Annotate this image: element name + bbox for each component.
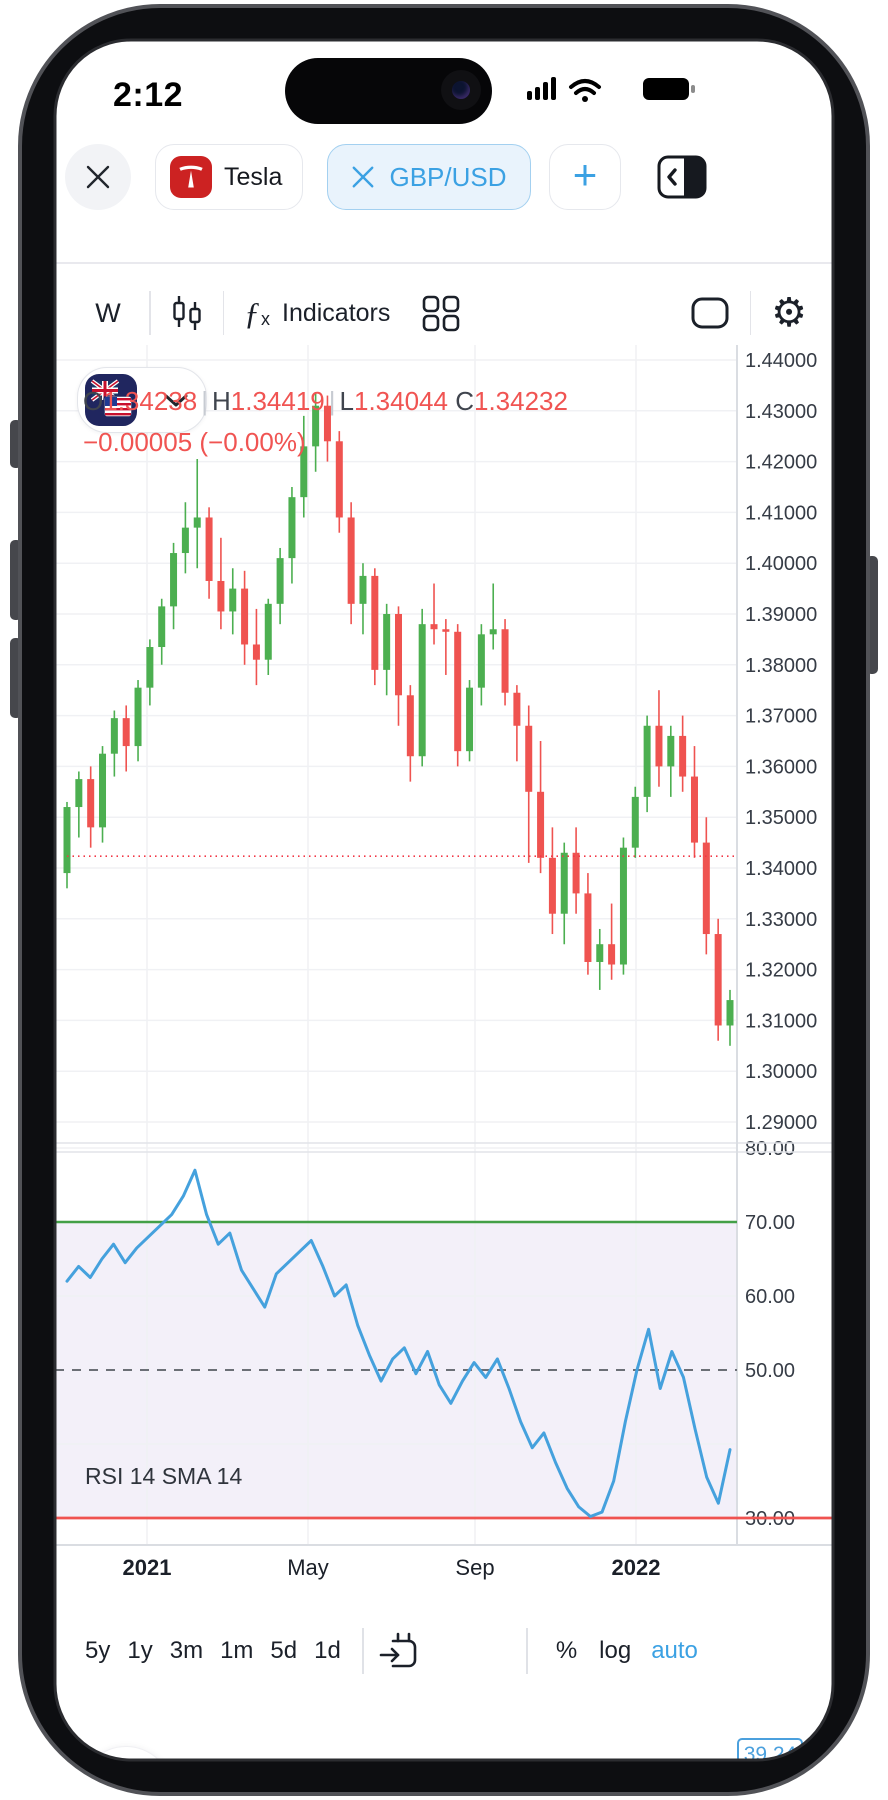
layout-templates-button[interactable] xyxy=(420,292,462,334)
rsi-indicator-label[interactable]: RSI 14 SMA 14 xyxy=(85,1463,243,1489)
date-axis-label: Sep xyxy=(455,1555,494,1580)
percent-scale-button[interactable]: % xyxy=(555,1637,578,1664)
divider xyxy=(525,1628,528,1674)
volume-down-button xyxy=(10,638,22,718)
rsi-axis-label: 80.00 xyxy=(745,1138,795,1160)
log-scale-button[interactable]: log xyxy=(599,1637,632,1664)
price-axis-label: 1.40000 xyxy=(745,553,817,575)
range-button-1m[interactable]: 1m xyxy=(220,1637,254,1664)
ohlc-legend: O1.34238 | H1.34419 | L1.34044 C1.34232 −0.0… xyxy=(83,386,568,457)
go-to-date-button[interactable] xyxy=(378,1631,422,1671)
date-axis-label: 2021 xyxy=(123,1555,172,1580)
high-label: H xyxy=(211,386,231,416)
signal-strength-icon xyxy=(527,77,556,100)
tab-gbpusd-active[interactable]: GBP/USD xyxy=(327,144,531,210)
close-value: 1.34232 xyxy=(473,386,568,416)
fx-icon: ƒ xyxy=(244,294,260,331)
snapshot-button[interactable] xyxy=(690,296,730,330)
price-axis-label: 1.39000 xyxy=(745,604,817,626)
price-axis-label: 1.41000 xyxy=(745,502,817,524)
status-icons xyxy=(527,77,695,102)
low-label: L xyxy=(339,386,354,416)
status-time: 2:12 xyxy=(113,76,184,114)
candlestick-style-button[interactable] xyxy=(171,294,203,332)
rsi-value-badge: 39.24 xyxy=(737,1738,803,1760)
price-axis-label: 1.43000 xyxy=(745,401,817,423)
divider xyxy=(222,291,224,335)
divider xyxy=(749,291,752,335)
range-button-1d[interactable]: 1d xyxy=(314,1637,341,1664)
close-tab-icon[interactable] xyxy=(351,165,375,189)
panel-toggle-button[interactable] xyxy=(657,155,707,199)
phone-screen: 2:12 xyxy=(55,40,833,1760)
price-axis-label: 1.29000 xyxy=(745,1112,817,1134)
open-label: O xyxy=(83,386,104,416)
plus-icon: + xyxy=(572,151,598,198)
rsi-axis-label: 70.00 xyxy=(745,1212,795,1234)
candles xyxy=(63,392,734,1046)
range-button-5y[interactable]: 5y xyxy=(85,1637,111,1664)
price-axis-label: 1.34000 xyxy=(745,858,817,880)
tab-tesla-label: Tesla xyxy=(224,162,283,191)
volume-up-button xyxy=(10,540,22,620)
range-button-1y[interactable]: 1y xyxy=(127,1637,153,1664)
dynamic-island xyxy=(285,58,492,124)
price-axis-label: 1.37000 xyxy=(745,706,817,728)
chart-area[interactable]: 1.44000 1.43000 1.42000 1.41000 1.40000 1.390… xyxy=(55,345,833,1760)
close-label: C xyxy=(455,386,474,416)
tradingview-logo[interactable] xyxy=(79,1746,173,1760)
range-button-5d[interactable]: 5d xyxy=(270,1637,298,1664)
date-axis-label: 2022 xyxy=(612,1555,661,1580)
tab-gbpusd-label: GBP/USD xyxy=(389,161,507,192)
divider xyxy=(55,262,833,264)
price-axis-label: 1.30000 xyxy=(745,1061,817,1083)
date-axis-label: May xyxy=(287,1555,329,1580)
price-axis-label: 1.35000 xyxy=(745,807,817,829)
auto-scale-button[interactable]: auto xyxy=(651,1637,698,1664)
battery-icon xyxy=(643,78,695,100)
tab-bar: Tesla GBP/USD + xyxy=(55,140,833,214)
close-icon xyxy=(86,165,110,189)
front-camera-icon xyxy=(441,70,481,110)
settings-gear-icon[interactable]: ⚙ xyxy=(771,291,807,335)
add-symbol-button[interactable]: + xyxy=(549,144,621,210)
low-value: 1.34044 xyxy=(353,386,448,416)
bottom-toolbar: 5y 1y 3m 1m 5d 1d % log auto xyxy=(55,1623,833,1679)
price-axis-label: 1.36000 xyxy=(745,756,817,778)
divider xyxy=(149,291,151,335)
price-axis-label: 1.44000 xyxy=(745,350,817,372)
tab-tesla[interactable]: Tesla xyxy=(155,144,303,210)
price-and-rsi-chart[interactable]: 1.44000 1.43000 1.42000 1.41000 1.40000 1.390… xyxy=(55,345,833,1605)
price-axis-label: 1.31000 xyxy=(745,1010,817,1032)
power-button xyxy=(866,556,878,674)
tesla-logo-icon xyxy=(170,156,212,198)
close-button[interactable] xyxy=(65,144,131,210)
price-axis-label: 1.32000 xyxy=(745,960,817,982)
divider xyxy=(361,1628,364,1674)
timeframe-button[interactable]: W xyxy=(95,297,121,328)
indicators-label: Indicators xyxy=(282,298,391,327)
price-axis-label: 1.33000 xyxy=(745,909,817,931)
open-value: 1.34238 xyxy=(103,386,198,416)
rsi-axis-label: 50.00 xyxy=(745,1360,795,1382)
wifi-icon xyxy=(569,79,601,102)
change-value: −0.00005 (−0.00%) xyxy=(83,427,306,457)
range-button-3m[interactable]: 3m xyxy=(169,1637,204,1664)
action-button xyxy=(10,420,22,468)
price-axis-label: 1.38000 xyxy=(745,655,817,677)
rsi-axis-label: 60.00 xyxy=(745,1286,795,1308)
high-value: 1.34419 xyxy=(230,386,325,416)
price-axis-label: 1.42000 xyxy=(745,452,817,474)
